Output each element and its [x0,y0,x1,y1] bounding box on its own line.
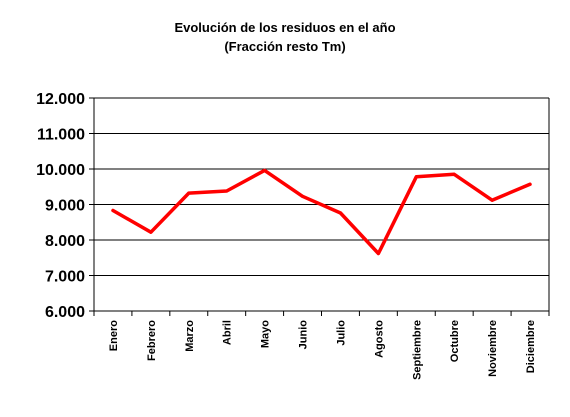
x-tick-label: Abril [222,320,234,345]
x-tick-label: Febrero [146,320,158,361]
y-tick-label: 11.000 [37,127,85,144]
x-tick-label: Diciembre [525,320,537,373]
y-tick-label: 7.000 [45,269,85,286]
x-tick-label: Septiembre [411,320,423,380]
x-tick-label: Noviembre [487,320,499,377]
axes [89,97,550,316]
data-point [338,211,342,215]
y-tick-label: 8.000 [45,233,85,250]
x-tick-label: Junio [298,320,310,350]
y-tick-label: 6.000 [45,304,85,321]
chart-subtitle: (Fracción resto Tm) [224,39,345,54]
data-point [452,172,456,176]
data-point [149,230,153,234]
x-tick-label: Marzo [184,320,196,352]
series-line [111,168,532,256]
x-axis-tick-labels: Enero Febrero Marzo Abril Mayo Junio Julio Agos… [108,320,537,380]
x-tick-label: Agosto [373,320,385,358]
x-tick-label: Octubre [449,320,461,362]
data-point [414,175,418,179]
x-tick-label: Enero [108,320,120,351]
data-point [376,251,380,255]
data-point [528,182,532,186]
chart-title: Evolución de los residuos en el año [174,20,395,35]
y-tick-label: 12.000 [36,91,85,108]
y-tick-label: 10.000 [36,162,85,179]
data-point [111,209,115,213]
data-point [263,168,267,172]
series-layer [111,168,532,256]
data-point [187,191,191,195]
data-point [301,194,305,198]
y-axis-tick-labels: 12.000 11.000 10.000 9.000 8.000 7.000 6.000 [36,91,85,321]
data-point [490,198,494,202]
x-tick-label: Mayo [260,320,272,348]
data-point [225,189,229,193]
x-tick-label: Julio [335,320,347,346]
y-tick-label: 9.000 [45,198,85,215]
